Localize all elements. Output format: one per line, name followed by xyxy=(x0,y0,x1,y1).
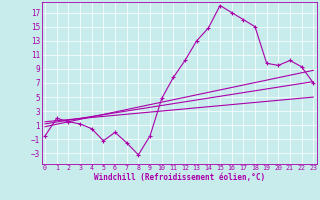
X-axis label: Windchill (Refroidissement éolien,°C): Windchill (Refroidissement éolien,°C) xyxy=(94,173,265,182)
